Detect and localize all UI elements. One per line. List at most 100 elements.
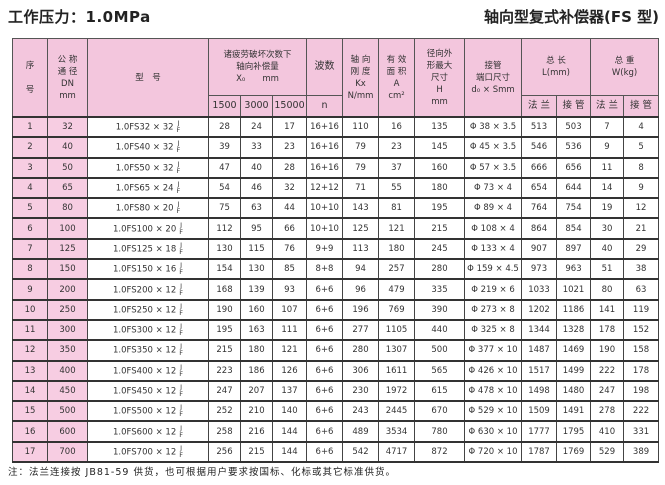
cell-value: Φ 73 × 4 — [473, 183, 513, 194]
header-weight-pipe: 接 管 — [623, 95, 660, 118]
table-cell: 6+6 — [306, 440, 344, 464]
table-cell: Φ 529 × 10 — [464, 400, 523, 423]
cell-value: 440 — [431, 325, 448, 336]
cell-value: 245 — [431, 243, 448, 254]
table-cell: 1777 — [521, 420, 558, 443]
cell-value: 178 — [598, 325, 616, 336]
table-cell: 32 — [47, 115, 88, 139]
table-cell: 1.0FS200 × 12 J F — [87, 278, 209, 301]
table-cell: Φ 133 × 4 — [464, 237, 523, 261]
cell-value: 1.0FS65 × 24 — [115, 183, 174, 194]
cell-value: 150 — [59, 264, 76, 275]
table-cell: 1.0FS700 × 12 J F — [87, 440, 209, 464]
cell-value: 28 — [284, 162, 295, 173]
table-cell: 331 — [623, 420, 660, 443]
cell-value: 145 — [431, 142, 448, 153]
cell-value: 872 — [431, 446, 448, 457]
cell-value: 121 — [281, 345, 298, 356]
frac-top: J — [180, 443, 183, 452]
table-cell: 1499 — [556, 359, 592, 382]
table-cell: 1.0FS80 × 20 J F — [87, 197, 209, 220]
table-cell: Φ 57 × 3.5 — [464, 156, 523, 179]
table-cell: 16+16 — [306, 156, 344, 179]
cell-value: 389 — [632, 446, 650, 457]
cell-value: 1795 — [562, 426, 585, 437]
table-cell: 15 — [12, 400, 48, 423]
cell-value: 33 — [251, 142, 262, 153]
frac-bottom: F — [179, 410, 183, 419]
cell-value: 19 — [601, 203, 613, 214]
table-row: 6 100 1.0FS100 × 20 J F 112 95 66 10+10 125 121 215… — [12, 217, 660, 240]
frac-top: J — [180, 301, 183, 310]
table-cell: 137 — [271, 379, 308, 403]
table-cell: 121 — [378, 217, 416, 240]
table-cell: 300 — [47, 318, 88, 342]
table-cell: Φ 273 × 8 — [464, 298, 523, 321]
cell-value: 11 — [601, 162, 613, 173]
table-cell: 198 — [623, 379, 660, 403]
cell-value: 6 — [27, 223, 33, 234]
table-cell: 10 — [12, 298, 48, 321]
table-cell: 1972 — [378, 379, 416, 403]
header-waves-n: n — [306, 95, 344, 118]
table-cell: 1469 — [556, 339, 592, 362]
table-cell: 666 — [521, 156, 558, 179]
table-cell: 12 — [12, 339, 48, 362]
frac-top: J — [180, 240, 183, 249]
table-cell: 257 — [378, 258, 416, 281]
cell-value: 280 — [431, 264, 448, 275]
cell-value: 230 — [352, 386, 369, 396]
header-weight-flange: 法 兰 — [590, 95, 625, 118]
cell-value: 63 — [635, 284, 647, 295]
table-cell: 864 — [521, 217, 558, 240]
cell-value: 764 — [530, 203, 548, 214]
cell-value: 180 — [431, 183, 448, 194]
frac-bottom: F — [179, 288, 183, 297]
cell-value: 1517 — [528, 365, 550, 376]
cell-value: 963 — [565, 264, 582, 275]
table-cell: 178 — [590, 318, 625, 342]
table-cell: 440 — [414, 318, 466, 342]
table-cell: 37 — [378, 156, 416, 179]
cell-value: 277 — [352, 325, 369, 336]
table-row: 14 450 1.0FS450 × 12 J F 247 207 137 6+6 230 1972 6… — [12, 379, 660, 403]
cell-value: 85 — [284, 264, 295, 275]
table-cell: 95 — [240, 217, 273, 240]
cell-value: 7 — [604, 122, 610, 133]
cell-value: 207 — [248, 386, 265, 396]
table-row: 10 250 1.0FS250 × 12 J F 190 160 107 6+6 196 769 39… — [12, 298, 660, 321]
table-cell: 121 — [271, 339, 308, 362]
cell-value: 30 — [601, 223, 613, 234]
table-cell: 6+6 — [306, 359, 344, 382]
table-row: 4 65 1.0FS65 × 24 J F 54 46 32 12+12 71 55 180 Φ 73 … — [12, 176, 660, 200]
cell-value: 1972 — [385, 386, 408, 396]
table-cell: 207 — [240, 379, 273, 403]
table-cell: 615 — [414, 379, 466, 403]
cell-value: 6+6 — [315, 325, 334, 336]
table-cell: 670 — [414, 400, 466, 423]
cell-value: 144 — [281, 426, 298, 437]
table-cell: 54 — [208, 176, 241, 200]
table-cell: 245 — [414, 237, 466, 261]
cell-value: 17 — [284, 122, 295, 133]
cell-value: 615 — [431, 386, 448, 396]
cell-value: 79 — [355, 142, 366, 153]
table-row: 16 600 1.0FS600 × 12 J F 258 216 144 6+6 489 3534 7… — [12, 420, 660, 443]
table-cell: 250 — [47, 298, 88, 321]
cell-value: 143 — [352, 203, 369, 214]
table-cell: Φ 377 × 10 — [464, 339, 523, 362]
cell-value: 140 — [281, 406, 298, 417]
table-cell: 16 — [12, 420, 48, 443]
cell-value: 1 — [27, 122, 33, 133]
cell-value: 115 — [248, 243, 265, 254]
table-cell: 80 — [47, 197, 88, 220]
table-cell: 223 — [208, 359, 241, 382]
cell-value: 46 — [251, 183, 262, 194]
table-cell: 33 — [240, 136, 273, 159]
frac-bottom: F — [176, 146, 181, 155]
frac-top: J — [177, 180, 180, 189]
table-cell: 158 — [623, 339, 660, 362]
